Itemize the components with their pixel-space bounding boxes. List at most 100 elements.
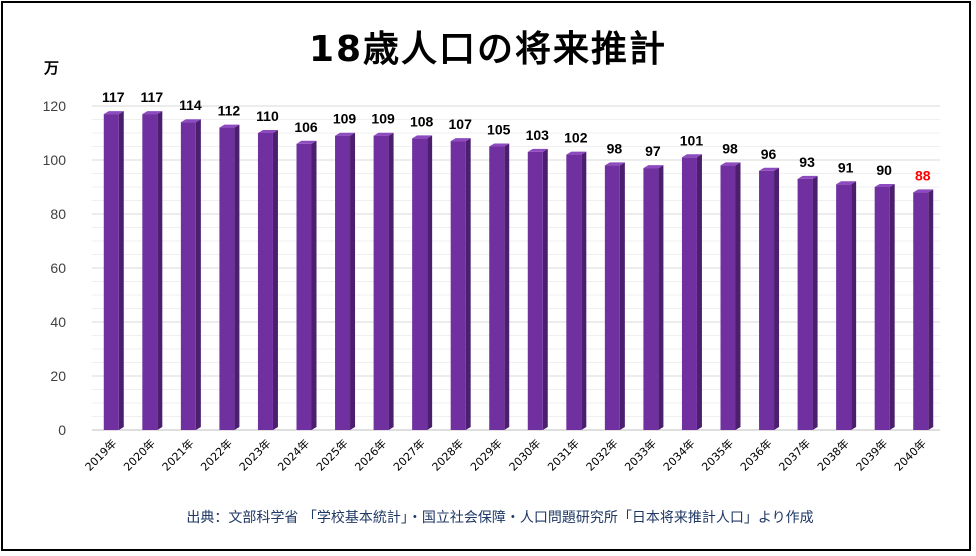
bar-top [913, 189, 934, 193]
data-label: 96 [761, 146, 777, 162]
y-tick-label: 80 [50, 206, 66, 222]
x-tick-label: 2032年 [583, 436, 620, 473]
x-tick-label: 2022年 [198, 436, 235, 473]
bar-side [542, 148, 548, 430]
data-label: 117 [141, 89, 164, 105]
bar-top [489, 143, 510, 147]
bar-side [735, 162, 741, 430]
data-label: 97 [645, 143, 661, 159]
data-label: 106 [294, 119, 318, 135]
bar [180, 122, 196, 430]
bar-top [720, 162, 741, 166]
bar-side [851, 181, 857, 430]
bar-top [643, 165, 664, 169]
bar-side [427, 135, 433, 430]
x-tick-label: 2033年 [622, 436, 659, 473]
bar [489, 146, 505, 430]
bar-side [388, 132, 394, 430]
bar-side [696, 154, 702, 431]
bar-top [142, 111, 163, 115]
bar [527, 151, 543, 430]
bar [450, 141, 466, 430]
bar-top [681, 154, 702, 158]
bar-top [450, 138, 471, 142]
bar-side [195, 119, 201, 430]
bar-top [836, 181, 857, 185]
data-label: 98 [607, 140, 623, 156]
bar [797, 178, 813, 430]
y-tick-label: 0 [58, 422, 66, 438]
bar-side [350, 132, 356, 430]
bar-top [257, 130, 278, 133]
x-tick-label: 2029年 [467, 436, 504, 473]
data-label: 108 [410, 113, 434, 129]
data-label: 90 [876, 162, 892, 178]
bar-side [504, 143, 510, 430]
bar-side [889, 184, 895, 430]
y-axis-unit-label: 万 [44, 59, 60, 77]
source-note: 出典：文部科学省 「学校基本統計」・国立社会保障・人口問題研究所「日本将来推計人… [186, 510, 814, 526]
x-tick-label: 2024年 [275, 436, 312, 473]
x-tick-label: 2040年 [891, 436, 928, 473]
bar-top [759, 167, 780, 171]
bar-top [527, 148, 548, 152]
data-label: 101 [680, 132, 704, 148]
bar-top [566, 151, 587, 155]
bar-top [219, 124, 240, 128]
y-tick-label: 20 [50, 368, 66, 384]
bar [913, 192, 929, 430]
data-label: 112 [218, 103, 241, 119]
bar [604, 165, 620, 430]
bar [257, 133, 273, 430]
bar-top [874, 184, 895, 187]
bar [566, 154, 582, 430]
x-tick-label: 2020年 [120, 436, 157, 473]
y-tick-label: 120 [43, 98, 67, 114]
data-label: 117 [102, 89, 125, 105]
bar-side [157, 111, 163, 430]
x-tick-label: 2027年 [390, 436, 427, 473]
x-tick-label: 2031年 [544, 436, 581, 473]
bar [219, 127, 235, 430]
y-tick-label: 40 [50, 314, 66, 330]
bar [720, 165, 736, 430]
data-label: 88 [915, 167, 931, 183]
bar-side [118, 111, 124, 430]
chart-title: 18歳人口の将来推計 [308, 29, 668, 70]
bar-side [465, 138, 471, 430]
bar [836, 184, 852, 430]
bar [759, 170, 775, 431]
bar-top [103, 111, 124, 115]
x-tick-label: 2030年 [506, 436, 543, 473]
data-label: 105 [487, 122, 511, 138]
data-label: 103 [526, 127, 550, 143]
bar-side [658, 165, 664, 430]
bar-side [581, 151, 587, 430]
x-tick-label: 2039年 [853, 436, 890, 473]
data-label: 109 [371, 111, 395, 127]
y-tick-label: 100 [43, 152, 67, 168]
bar [874, 187, 890, 430]
bar [643, 168, 659, 430]
bar-top [180, 119, 201, 123]
data-label: 98 [722, 140, 738, 156]
x-tick-label: 2025年 [313, 436, 350, 473]
x-tick-label: 2023年 [236, 436, 273, 473]
y-tick-label: 60 [50, 260, 66, 276]
bar [412, 138, 428, 430]
x-tick-label: 2028年 [429, 436, 466, 473]
x-tick-label: 2021年 [159, 436, 196, 473]
x-tick-label: 2034年 [660, 436, 697, 473]
bar-top [373, 132, 394, 136]
bar-top [604, 162, 625, 166]
bar [335, 135, 351, 430]
data-label: 110 [256, 108, 279, 124]
bar-top [296, 140, 317, 144]
x-tick-label: 2019年 [82, 436, 119, 473]
x-tick-label: 2026年 [352, 436, 389, 473]
bar-side [774, 167, 780, 431]
bar-side [619, 162, 625, 430]
x-tick-label: 2037年 [776, 436, 813, 473]
bar-side [234, 124, 240, 430]
